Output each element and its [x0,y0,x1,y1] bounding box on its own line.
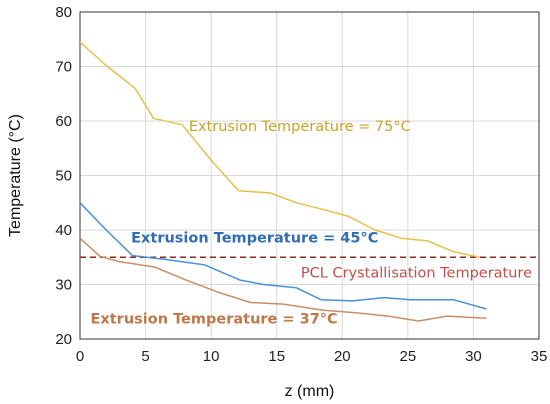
y-tick-label: 30 [55,277,72,294]
x-tick-label: 10 [203,348,220,365]
reference-line-label: PCL Crystallisation Temperature [301,265,532,281]
series-line-1 [79,41,481,259]
y-tick-label: 20 [55,331,72,348]
series-line-2 [79,202,487,310]
x-tick-label: 15 [268,348,285,365]
grid [79,11,540,340]
y-axis-title: Temperature (°C) [7,114,24,237]
x-tick-label: 20 [334,348,351,365]
tick-labels: 0 5 10 15 20 25 30 35 20 30 40 50 60 70 80 [55,4,547,365]
x-tick-label: 5 [141,348,149,365]
x-axis-title: z (mm) [285,383,335,400]
y-tick-label: 70 [55,59,72,76]
x-tick-label: 0 [76,348,84,365]
y-tick-label: 50 [55,168,72,185]
reference-line-group: PCL Crystallisation Temperature [80,256,539,281]
plot-frame [79,11,540,340]
series-group [79,41,487,322]
x-tick-label: 25 [400,348,417,365]
annotations: Extrusion Temperature = 75°C Extrusion Te… [90,119,410,328]
x-tick-label: 30 [465,348,482,365]
y-tick-label: 60 [55,113,72,130]
series-annotation-1: Extrusion Temperature = 75°C [189,119,411,135]
series-annotation-2: Extrusion Temperature = 45°C [131,231,378,247]
series-annotation-3: Extrusion Temperature = 37°C [90,312,337,328]
series-line-3 [79,237,487,322]
x-tick-label: 35 [531,348,548,365]
y-tick-label: 80 [55,4,72,21]
y-tick-label: 40 [55,222,72,239]
